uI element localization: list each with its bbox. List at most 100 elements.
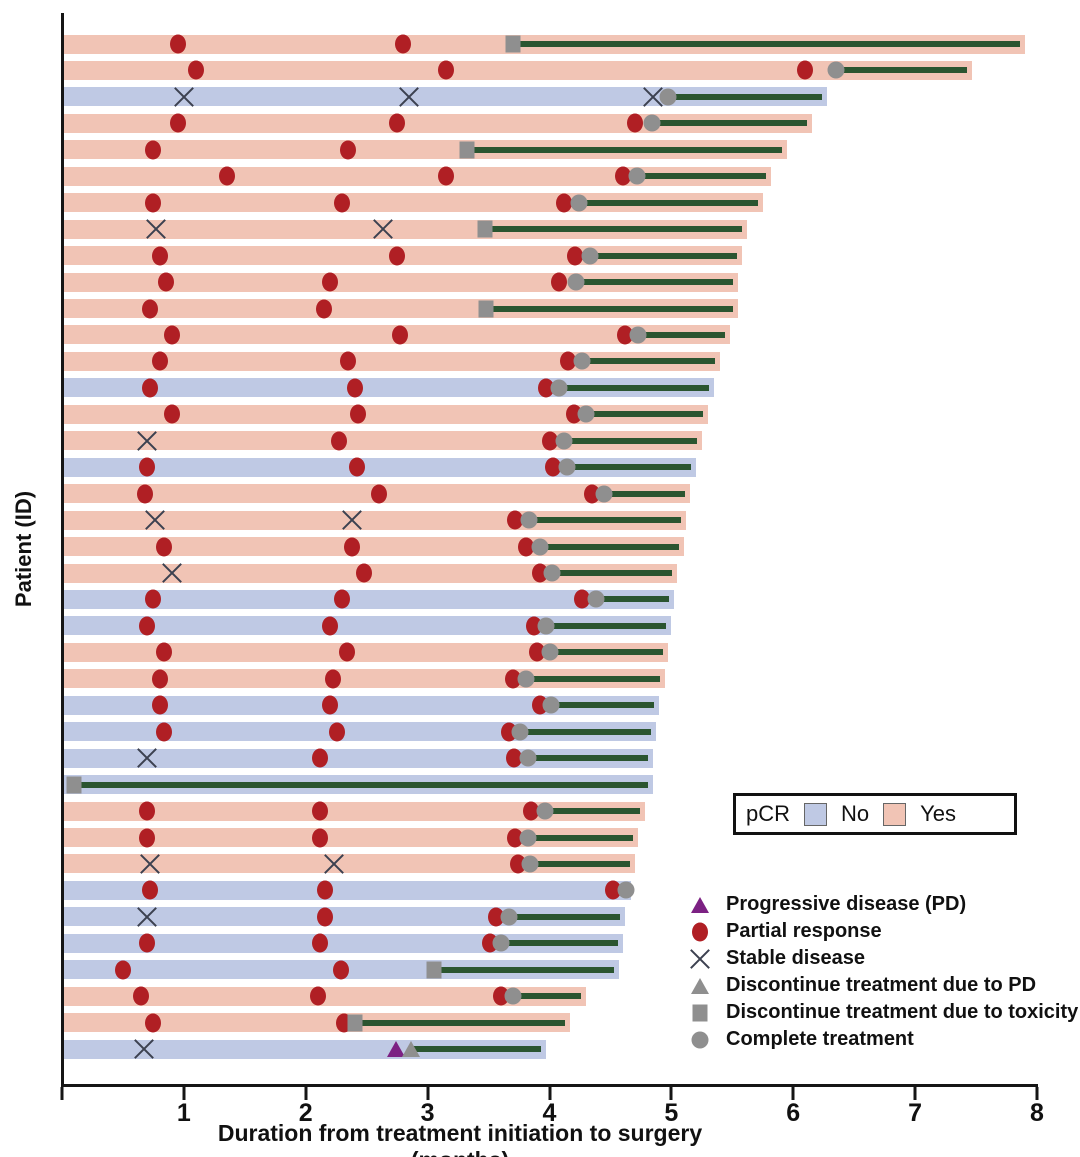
pcr-yes-swatch [883, 802, 907, 826]
partial-response-marker [139, 616, 156, 636]
post-treatment-line [512, 993, 582, 1000]
partial-response-marker [339, 642, 356, 662]
partial-response-marker [322, 616, 339, 636]
pcr-no-label: No [841, 801, 870, 826]
post-treatment-line [604, 490, 685, 497]
complete-treatment-marker [567, 273, 585, 291]
marker-legend-label: Complete treatment [726, 1028, 914, 1050]
patient-bar [63, 616, 672, 636]
x-tick [913, 1087, 917, 1100]
partial-response-marker [163, 325, 180, 345]
partial-response-marker [551, 272, 568, 292]
x-tick-label: 6 [786, 1099, 801, 1127]
partial-response-marker [156, 722, 173, 742]
x-tick [304, 1087, 308, 1100]
partial-response-marker [389, 113, 406, 133]
complete-treatment-marker [500, 908, 518, 926]
partial-response-marker [156, 642, 173, 662]
partial-response-marker [604, 880, 621, 900]
partial-response-marker [518, 537, 535, 557]
post-treatment-line [74, 781, 649, 788]
partial-response-marker [391, 325, 408, 345]
partial-response-marker [333, 960, 350, 980]
partial-response-marker [559, 351, 576, 371]
post-treatment-line [486, 305, 734, 312]
post-treatment-line [410, 1046, 541, 1053]
complete-treatment-marker [555, 432, 573, 450]
post-treatment-line [550, 702, 655, 709]
post-treatment-line [551, 570, 673, 576]
x-tick-label: 1 [176, 1099, 191, 1127]
partial-response-marker [141, 378, 158, 398]
discontinue-toxicity-marker [478, 300, 494, 317]
complete-treatment-marker [521, 855, 539, 873]
partial-response-marker [346, 378, 363, 398]
progressive-disease-marker-icon [688, 894, 712, 916]
marker-legend-label: Progressive disease (PD) [726, 893, 967, 915]
partial-response-marker [324, 669, 341, 689]
discontinue-pd-marker [401, 1041, 420, 1058]
post-treatment-line [528, 517, 681, 524]
x-tick-label: 3 [420, 1099, 435, 1127]
marker-legend-item: Stable disease [688, 945, 1078, 972]
partial-response-marker [218, 166, 235, 186]
partial-response-marker [156, 537, 173, 557]
complete-treatment-marker [517, 670, 535, 688]
stable-disease-marker [145, 218, 167, 240]
partial-response-marker [617, 325, 634, 345]
post-treatment-line [549, 649, 663, 656]
x-tick [182, 1087, 186, 1100]
complete-treatment-marker [827, 61, 845, 79]
partial-response-marker [151, 351, 168, 371]
progressive-disease-marker [386, 1041, 405, 1058]
partial-response-marker [334, 589, 351, 609]
partial-response-marker [567, 246, 584, 266]
patient-bar [63, 854, 635, 874]
complete-treatment-marker [570, 194, 588, 212]
partial-response-marker [312, 748, 329, 768]
discontinue-toxicity-marker [477, 220, 493, 238]
patient-bar [63, 140, 788, 160]
complete-treatment-marker [629, 326, 647, 344]
stable-disease-marker [144, 509, 166, 531]
partial-response-marker [312, 933, 329, 953]
x-tick [1035, 1087, 1039, 1100]
y-axis-label: Patient (ID) [11, 490, 36, 608]
post-treatment-line [586, 411, 703, 418]
partial-response-marker [169, 113, 186, 133]
complete-treatment-marker [577, 405, 595, 423]
complete-treatment-marker [541, 643, 558, 661]
partial-response-marker [145, 589, 162, 609]
partial-response-marker [506, 748, 523, 768]
partial-response-marker [169, 34, 186, 54]
post-treatment-line [526, 675, 661, 682]
stable-disease-marker [136, 747, 158, 769]
partial-response-marker [507, 510, 524, 530]
post-treatment-line [527, 834, 634, 841]
partial-response-marker [504, 669, 521, 689]
complete-treatment-marker [531, 538, 549, 556]
patient-bar [63, 1013, 571, 1033]
patient-bar [63, 113, 812, 133]
x-tick [669, 1087, 673, 1100]
post-treatment-line [559, 384, 710, 391]
complete-treatment-marker [550, 379, 568, 397]
partial-response-marker [312, 828, 329, 847]
post-treatment-line [835, 67, 968, 74]
stable-disease-marker [139, 853, 161, 875]
pcr-legend: pCR No Yes [733, 793, 1017, 835]
partial-response-marker [487, 907, 504, 927]
post-treatment-line [595, 596, 669, 603]
discontinue-toxicity-marker [66, 776, 82, 794]
partial-response-marker [556, 193, 573, 213]
patient-bar [63, 880, 632, 900]
patient-bar [63, 907, 626, 927]
x-tick-label: 4 [542, 1099, 557, 1127]
stable-disease-marker [161, 562, 183, 584]
partial-response-marker [437, 166, 454, 186]
pcr-yes-label: Yes [920, 801, 957, 826]
partial-response-marker [141, 299, 158, 318]
marker-legend-item: Complete treatment [688, 1026, 1078, 1053]
marker-legend-label: Stable disease [726, 947, 865, 969]
patient-bar [63, 828, 639, 847]
